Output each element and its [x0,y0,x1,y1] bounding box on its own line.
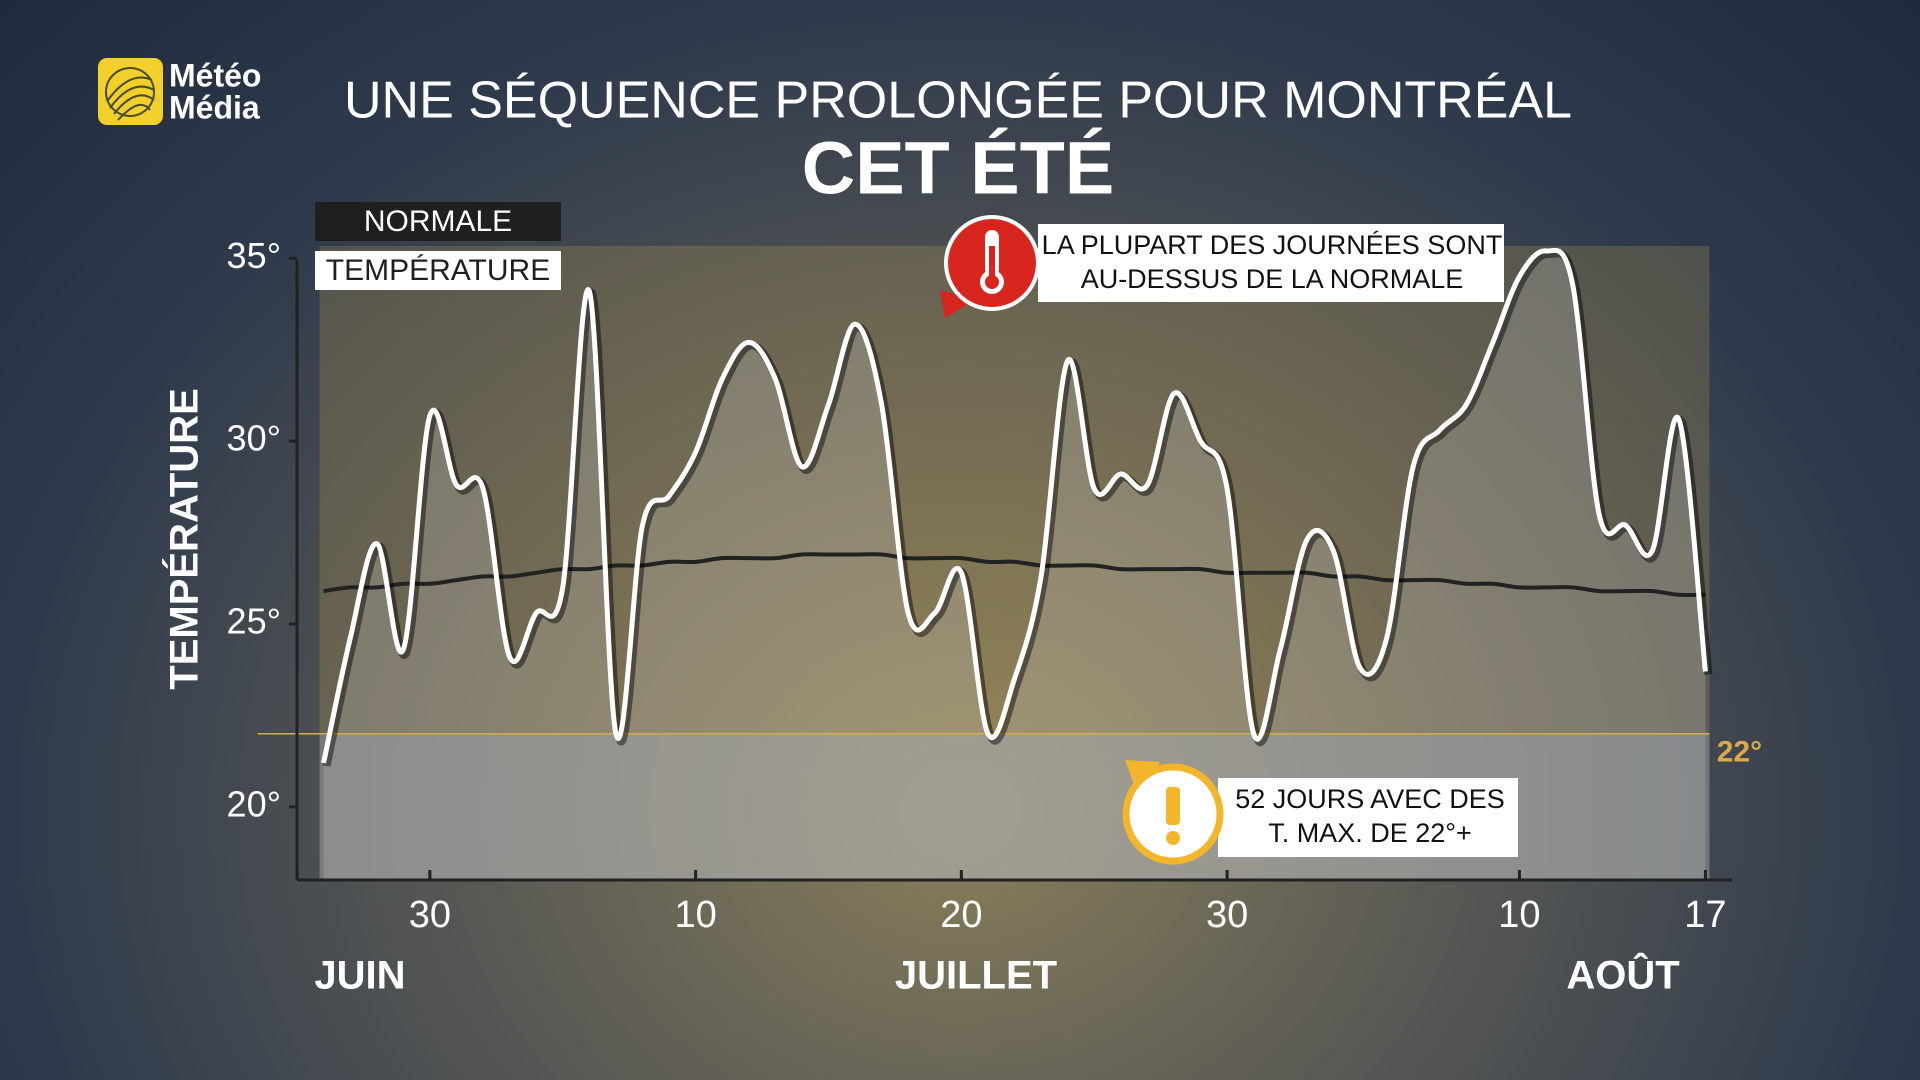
logo-text: Météo [169,57,261,93]
legend-box [315,202,561,241]
x-tick-label: 10 [1498,894,1540,936]
legend-label: TEMPÉRATURE [326,254,550,287]
x-tick-label: 10 [674,894,716,936]
series-line [321,247,1708,764]
legend-label: NORMALE [364,205,512,238]
y-axis-label: TEMPÉRATURE [162,388,207,689]
x-tick-label: 30 [409,894,451,936]
series-line [323,552,1706,598]
chart-subtitle: CET ÉTÉ [802,127,1114,210]
chart-title: UNE SÉQUENCE PROLONGÉE POUR MONTRÉAL [344,72,1572,130]
legend-box [315,251,561,290]
callout-box [1038,224,1504,302]
annotation-text: T. MAX. DE 22°+ [1268,818,1472,848]
thermometer [980,230,1004,294]
logo-globe [105,67,155,121]
callout-box [1218,778,1518,857]
annotation-text: 52 JOURS AVEC DES [1235,784,1505,814]
temperature-area [323,250,1706,880]
y-tick-label: 20° [227,783,281,824]
warning-mark [1166,787,1180,825]
x-tick-label: 30 [1206,894,1248,936]
annotation-text: AU-DESSUS DE LA NORMALE [1081,264,1464,294]
y-tick-label: 25° [227,601,281,642]
x-tick-label: 17 [1684,894,1726,936]
month-label: AOÛT [1566,952,1679,998]
month-label: JUIN [314,954,405,998]
logo-text: Média [169,89,260,125]
x-tick-label: 20 [940,894,982,936]
y-tick-label: 35° [227,235,281,276]
plot: 22° 20° 25° 30° 35° 30 10 20 30 10 17 JUIN JUILLET AO… [227,235,1763,998]
warning-dot [1166,831,1180,845]
callout-pointer [940,290,975,318]
threshold-label: 22° [1717,736,1762,769]
y-tick-label: 30° [227,418,281,459]
annotation-text: LA PLUPART DES JOURNÉES SONT [1042,230,1503,260]
month-label: JUILLET [895,954,1057,998]
